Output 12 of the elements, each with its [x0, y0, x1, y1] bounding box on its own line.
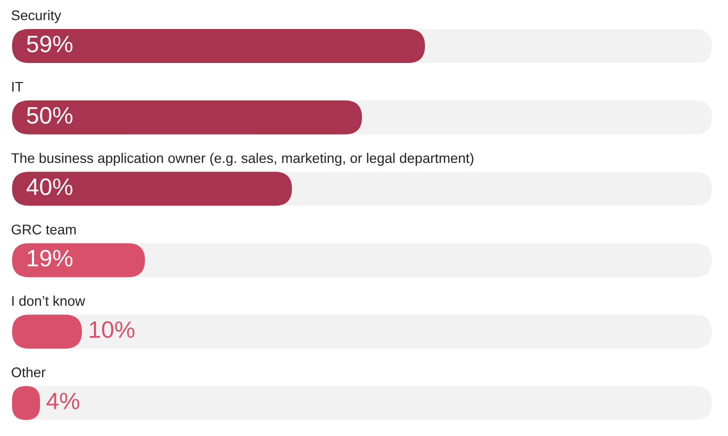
data-label: 40%	[26, 178, 72, 196]
y-tick-label: The business application owner (e.g. sales, marketing, or legal department)	[11, 152, 474, 166]
data-label: 50%	[26, 107, 72, 124]
y-tick-label: IT	[12, 82, 24, 92]
data-label: 59%	[26, 36, 72, 52]
data-label: 4%	[46, 392, 80, 410]
y-tick-label: I don’t know	[12, 296, 86, 306]
y-tick-label: GRC team	[12, 224, 76, 234]
y-tick-label: Security	[12, 10, 62, 23]
y-tick-label: Other	[12, 367, 46, 378]
data-label: 10%	[90, 321, 134, 338]
data-label: 19%	[28, 250, 72, 267]
